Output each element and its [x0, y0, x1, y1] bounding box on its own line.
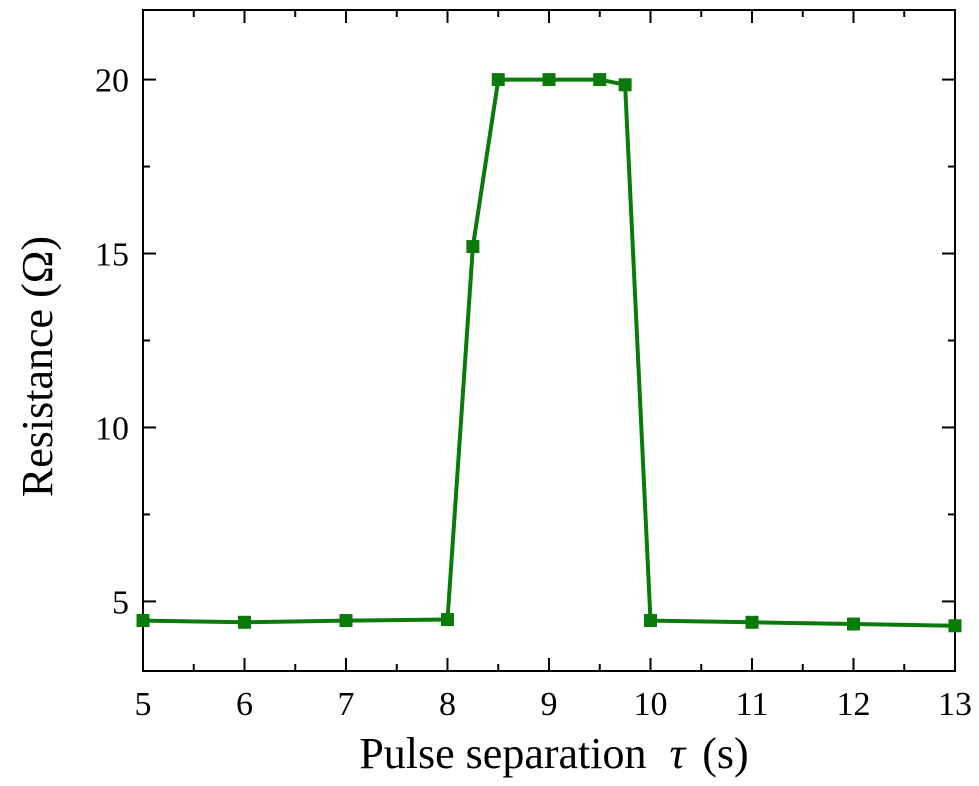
- x-tick-label: 11: [736, 686, 769, 723]
- x-axis-label-text: Pulse separation: [359, 729, 646, 778]
- x-axis-label-symbol: τ: [669, 729, 687, 778]
- x-tick-label: 6: [236, 686, 253, 723]
- plot-border: [142, 9, 956, 672]
- x-tick-label: 7: [338, 686, 355, 723]
- x-tick-label: 5: [135, 686, 152, 723]
- x-tick-label: 9: [541, 686, 558, 723]
- data-point: [441, 613, 454, 627]
- data-point: [542, 73, 556, 87]
- data-point: [136, 614, 150, 628]
- data-point: [948, 619, 962, 633]
- x-tick-label: 10: [634, 686, 668, 723]
- y-axis-label: Resistance (Ω): [13, 236, 62, 497]
- y-tick-label: 15: [95, 237, 129, 274]
- data-point: [593, 73, 607, 87]
- y-tick-label: 5: [112, 584, 129, 621]
- data-point: [847, 617, 860, 631]
- data-point: [618, 78, 632, 92]
- data-point: [644, 614, 657, 628]
- data-point: [491, 73, 505, 87]
- data-point: [339, 614, 353, 628]
- data-point: [466, 240, 480, 254]
- data-point: [238, 615, 251, 629]
- x-axis-label: Pulse separation τ (s): [359, 729, 748, 778]
- y-tick-label: 20: [95, 63, 129, 100]
- series-line: [142, 77, 956, 628]
- y-tick-label: 10: [95, 410, 129, 447]
- data-point: [745, 615, 759, 629]
- tick-labels: 5 6 7 8 9 10 11 12 13 5 10 15 20: [95, 63, 972, 723]
- x-axis-label-unit: (s): [702, 729, 748, 778]
- x-tick-label: 8: [439, 686, 456, 723]
- x-tick-label: 13: [938, 686, 972, 723]
- x-tick-label: 12: [837, 686, 871, 723]
- plot-frame: [142, 9, 956, 672]
- axis-ticks: [142, 10, 956, 671]
- data-series: [136, 73, 962, 633]
